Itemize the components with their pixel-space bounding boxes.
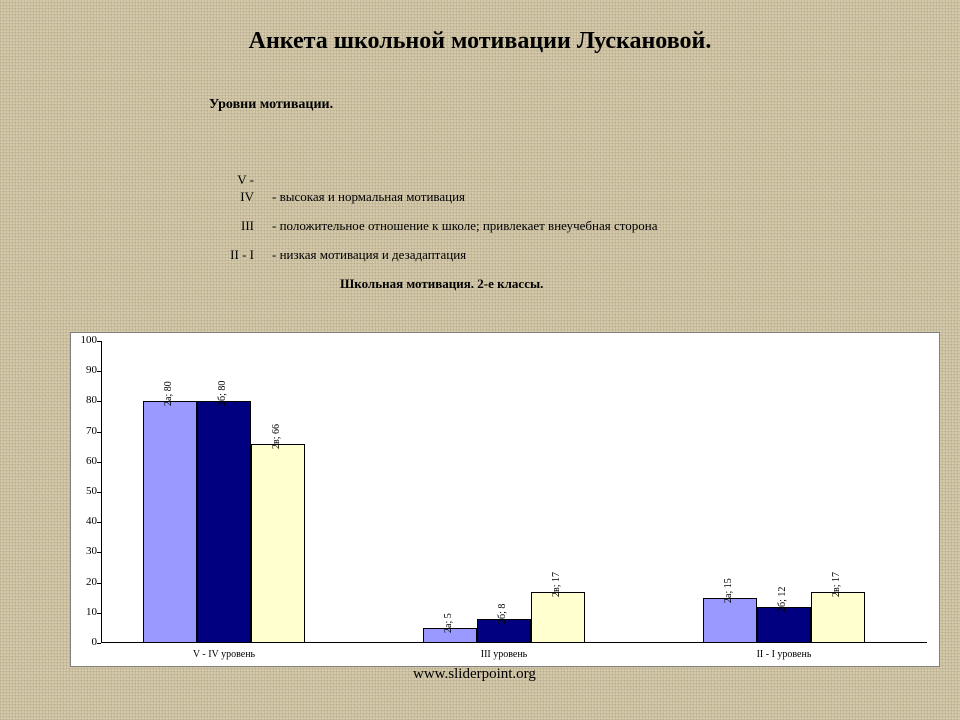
y-tick bbox=[97, 401, 101, 402]
watermark: www.sliderpoint.org bbox=[413, 666, 536, 683]
slide-canvas: Анкета школьной мотивации Лускановой. Ур… bbox=[0, 0, 960, 720]
y-tick bbox=[97, 643, 101, 644]
legend-row: II - I - низкая мотивация и дезадаптация bbox=[198, 247, 466, 263]
legend-desc: - низкая мотивация и дезадаптация bbox=[272, 247, 466, 263]
y-label: 10 bbox=[69, 606, 97, 618]
y-tick bbox=[97, 613, 101, 614]
y-label: 60 bbox=[69, 455, 97, 467]
bar bbox=[251, 444, 305, 643]
bar-datalabel: 2б; 80 bbox=[217, 381, 228, 406]
legend-desc: - положительное отношение к школе; привл… bbox=[272, 218, 658, 234]
bar bbox=[197, 401, 251, 643]
bar bbox=[703, 598, 757, 643]
y-tick bbox=[97, 522, 101, 523]
bar-datalabel: 2б; 8 bbox=[497, 603, 508, 623]
bar-datalabel: 2в; 17 bbox=[551, 572, 562, 597]
y-label: 90 bbox=[69, 364, 97, 376]
chart-title: Школьная мотивация. 2-е классы. bbox=[340, 276, 543, 292]
y-label: 0 bbox=[69, 636, 97, 648]
bar-datalabel: 2а; 80 bbox=[163, 382, 174, 407]
bar bbox=[531, 592, 585, 643]
slide-title: Анкета школьной мотивации Лускановой. bbox=[0, 28, 960, 55]
y-label: 100 bbox=[69, 334, 97, 346]
subtitle: Уровни мотивации. bbox=[209, 97, 333, 113]
y-tick bbox=[97, 341, 101, 342]
legend-row: IV - высокая и нормальная мотивация bbox=[198, 189, 465, 205]
plot-area: 2а; 80 2б; 80 2в; 66 2а; 5 2б; 8 2в; 17 2а; 15… bbox=[101, 341, 927, 643]
legend-level: V - bbox=[198, 172, 254, 188]
bar-datalabel: 2а; 15 bbox=[723, 578, 734, 603]
bar-datalabel: 2б; 12 bbox=[777, 586, 788, 611]
bar bbox=[757, 607, 811, 643]
bar-datalabel: 2в; 66 bbox=[271, 424, 282, 449]
bar-datalabel: 2а; 5 bbox=[443, 613, 454, 633]
legend-desc: - высокая и нормальная мотивация bbox=[272, 189, 465, 205]
y-tick bbox=[97, 432, 101, 433]
bar bbox=[143, 401, 197, 643]
y-tick bbox=[97, 492, 101, 493]
bar-datalabel: 2в; 17 bbox=[831, 572, 842, 597]
y-label: 40 bbox=[69, 515, 97, 527]
y-tick bbox=[97, 583, 101, 584]
y-label: 80 bbox=[69, 394, 97, 406]
y-label: 50 bbox=[69, 485, 97, 497]
y-label: 30 bbox=[69, 545, 97, 557]
category-label: III уровень bbox=[414, 649, 594, 660]
legend-row: III - положительное отношение к школе; пр… bbox=[198, 218, 658, 234]
y-tick bbox=[97, 552, 101, 553]
y-tick bbox=[97, 462, 101, 463]
legend-row: V - bbox=[198, 172, 272, 188]
y-tick bbox=[97, 371, 101, 372]
bar bbox=[811, 592, 865, 643]
category-label: II - I уровень bbox=[694, 649, 874, 660]
y-label: 70 bbox=[69, 425, 97, 437]
y-axis bbox=[101, 341, 102, 643]
category-label: V - IV уровень bbox=[134, 649, 314, 660]
legend-level: III bbox=[198, 218, 254, 234]
y-label: 20 bbox=[69, 576, 97, 588]
chart-area: 2а; 80 2б; 80 2в; 66 2а; 5 2б; 8 2в; 17 2а; 15… bbox=[70, 332, 940, 667]
legend-level: II - I bbox=[198, 247, 254, 263]
legend-level: IV bbox=[198, 189, 254, 205]
